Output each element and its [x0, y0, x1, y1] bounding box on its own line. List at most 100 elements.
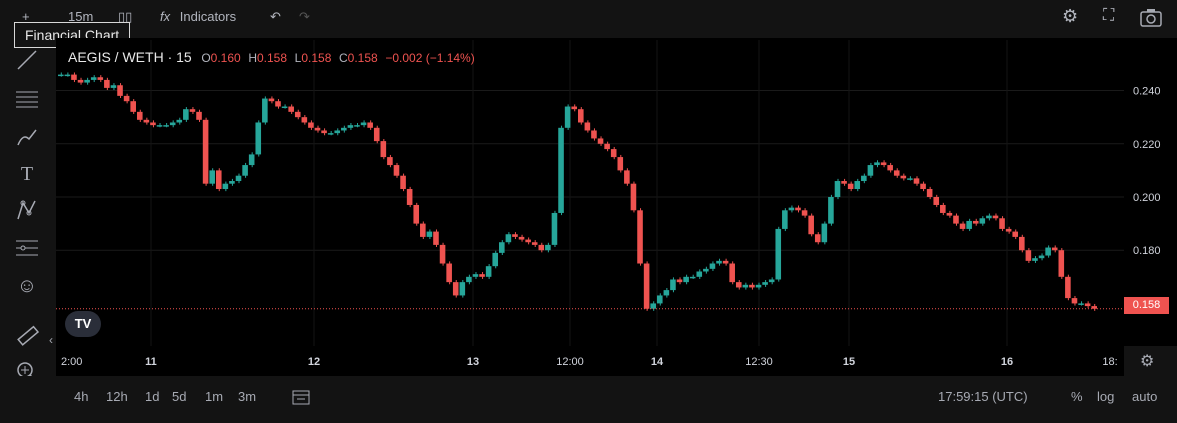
candle: [222, 183, 229, 190]
symbol-label[interactable]: AEGIS / WETH · 15: [68, 49, 192, 65]
candle: [610, 149, 617, 158]
candle: [597, 138, 604, 144]
candle-type-icon[interactable]: ▯▯: [118, 9, 133, 24]
candle: [703, 268, 709, 272]
candle: [77, 79, 84, 83]
pattern-icon[interactable]: [14, 198, 40, 224]
indicators-label: Indicators: [179, 9, 237, 24]
candle: [1045, 247, 1051, 256]
x-tick-label: 15: [843, 356, 855, 368]
ruler-icon[interactable]: [14, 324, 40, 350]
measure-lines-icon[interactable]: [14, 236, 40, 262]
interval-selector[interactable]: 15m: [68, 9, 94, 24]
candle: [887, 165, 893, 171]
trend-line-icon[interactable]: [14, 48, 40, 74]
time-axis[interactable]: [56, 346, 1124, 376]
candle: [97, 77, 104, 80]
y-tick-label: 0.220: [1133, 139, 1161, 151]
candle: [275, 101, 281, 107]
brush-icon[interactable]: [14, 125, 40, 151]
candle: [525, 239, 531, 243]
candle: [861, 175, 867, 182]
candle: [202, 119, 209, 184]
candle: [71, 74, 77, 80]
open-key: O: [201, 51, 211, 65]
redo-icon[interactable]: ↷: [299, 9, 310, 24]
candle: [624, 170, 630, 184]
x-tick-label: 13: [467, 356, 479, 368]
candle: [439, 244, 446, 264]
log-toggle[interactable]: log: [1097, 389, 1115, 404]
candle: [893, 170, 900, 176]
utc-clock[interactable]: 17:59:15 (UTC): [938, 389, 1028, 404]
candle: [630, 183, 637, 211]
candle: [321, 130, 327, 134]
candle: [834, 181, 841, 197]
auto-toggle[interactable]: auto: [1132, 389, 1158, 404]
settings-icon[interactable]: ⚙: [1062, 6, 1079, 26]
axis-settings-icon[interactable]: ⚙: [1140, 353, 1155, 370]
indicators-button[interactable]: fx Indicators: [160, 9, 236, 24]
collapse-toolbar-icon[interactable]: ‹: [49, 333, 53, 347]
candle: [360, 122, 367, 126]
date-range-icon[interactable]: [292, 389, 310, 408]
range-button-1d[interactable]: 1d: [145, 389, 160, 404]
candle: [808, 215, 814, 235]
horizontal-lines-icon[interactable]: [14, 86, 40, 112]
candle: [650, 303, 656, 309]
candle: [235, 175, 242, 182]
candle: [163, 125, 169, 127]
candle: [913, 178, 920, 184]
tradingview-logo[interactable]: TV: [65, 311, 101, 337]
candle: [308, 122, 314, 128]
range-button-1m[interactable]: 1m: [205, 389, 224, 404]
candle: [229, 181, 235, 184]
candle: [294, 111, 301, 118]
candle: [84, 79, 90, 83]
candle: [393, 165, 400, 176]
candle: [775, 228, 782, 280]
candle: [334, 130, 341, 134]
candle: [367, 122, 373, 128]
chart-pane[interactable]: [56, 38, 1124, 346]
candle: [1058, 250, 1065, 277]
candle: [189, 109, 196, 112]
fullscreen-icon[interactable]: ⛶: [1103, 7, 1115, 24]
range-button-5d[interactable]: 5d: [172, 389, 187, 404]
candle: [446, 263, 452, 283]
candle: [558, 127, 564, 213]
camera-icon[interactable]: [1140, 9, 1162, 30]
candle: [406, 189, 413, 205]
range-button-12h[interactable]: 12h: [106, 389, 128, 404]
change-value: −0.002 (−1.14%): [385, 51, 475, 65]
candle: [485, 266, 492, 277]
candle: [110, 85, 117, 88]
candle: [670, 279, 676, 291]
open-value: 0.160: [210, 51, 241, 65]
candle: [314, 127, 321, 131]
candle: [854, 181, 861, 190]
undo-icon[interactable]: ↶: [270, 9, 281, 24]
candle: [64, 74, 71, 77]
range-button-3m[interactable]: 3m: [238, 389, 257, 404]
candle: [380, 141, 387, 158]
price-axis[interactable]: [1124, 38, 1177, 346]
crosshair-icon[interactable]: +: [22, 9, 30, 24]
candle: [959, 223, 966, 229]
text-tool-icon[interactable]: T: [20, 163, 34, 185]
candle: [637, 210, 643, 264]
candle: [966, 220, 972, 229]
candle: [505, 234, 512, 243]
percent-toggle[interactable]: %: [1071, 389, 1083, 404]
range-button-4h[interactable]: 4h: [74, 389, 89, 404]
high-value: 0.158: [257, 51, 288, 65]
x-tick-label: 2:00: [61, 356, 82, 368]
candle: [1065, 276, 1071, 299]
last-price-badge: 0.158: [1124, 297, 1169, 314]
candle: [1012, 231, 1019, 237]
low-key: L: [294, 51, 302, 65]
candle: [176, 119, 183, 123]
candle: [518, 236, 525, 240]
emoji-icon[interactable]: ☺: [16, 275, 38, 297]
